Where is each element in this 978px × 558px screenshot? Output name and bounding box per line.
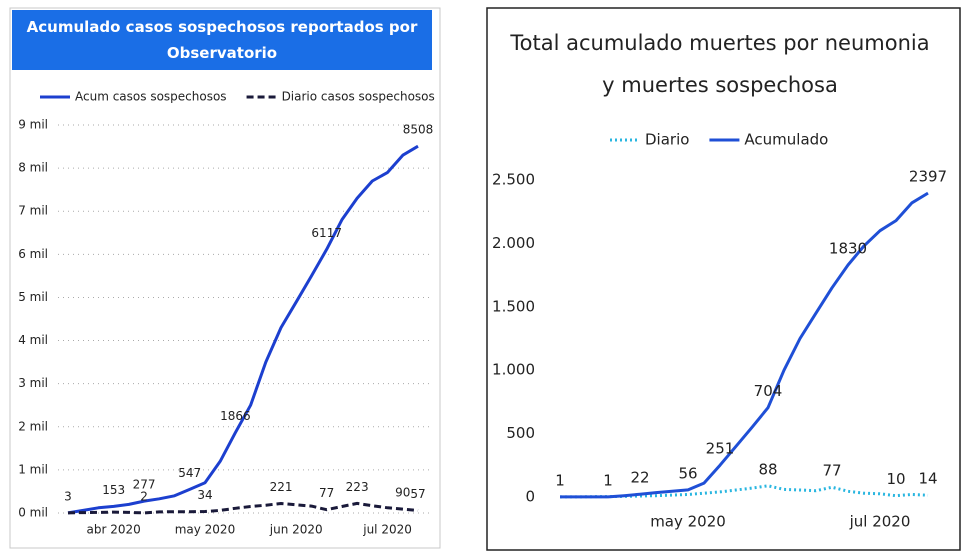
y-tick-label: 0 xyxy=(525,488,535,506)
series-line xyxy=(560,191,929,499)
x-tick-label: jul 2020 xyxy=(362,523,412,537)
data-label: 6117 xyxy=(311,226,342,240)
data-label: 14 xyxy=(918,470,937,488)
y-tick-label: 5 mil xyxy=(18,290,48,304)
data-label: 547 xyxy=(178,466,201,480)
data-label: 153 xyxy=(102,483,125,497)
data-label: 1830 xyxy=(829,239,867,257)
data-label: 22 xyxy=(630,469,649,487)
chart-title: Total acumulado muertes por neumonia y m… xyxy=(510,31,930,97)
y-tick-label: 8 mil xyxy=(18,161,48,175)
series-line xyxy=(67,501,419,515)
data-label: 8508 xyxy=(403,123,434,137)
x-tick-label: may 2020 xyxy=(175,523,236,537)
y-tick-label: 2 mil xyxy=(18,419,48,433)
data-label: 34 xyxy=(197,488,212,502)
legend-label: Acum casos sospechosos xyxy=(75,90,227,104)
data-label: 277 xyxy=(133,478,156,492)
panel-border xyxy=(486,7,961,551)
data-label: 10 xyxy=(886,470,905,488)
data-label: 223 xyxy=(346,480,369,494)
data-label: 2397 xyxy=(909,168,947,186)
data-label: 3 xyxy=(64,489,72,503)
data-label: 1 xyxy=(555,471,565,489)
panel-border xyxy=(9,7,441,549)
y-tick-label: 2.500 xyxy=(492,171,535,189)
legend-label: Diario casos sospechosos xyxy=(282,90,435,104)
y-tick-label: 500 xyxy=(506,424,535,442)
chart-title: Acumulado casos sospechosos reportados p… xyxy=(12,10,432,70)
data-label: 88 xyxy=(758,460,777,478)
legend-label: Diario xyxy=(645,131,689,149)
data-label: 56 xyxy=(678,464,697,482)
data-label: 1866 xyxy=(220,409,251,423)
y-tick-label: 2.000 xyxy=(492,234,535,252)
y-tick-label: 1.500 xyxy=(492,297,535,315)
y-tick-label: 1.000 xyxy=(492,361,535,379)
y-tick-label: 3 mil xyxy=(18,376,48,390)
data-label: 77 xyxy=(822,462,841,480)
data-label: 57 xyxy=(410,487,425,501)
x-tick-label: abr 2020 xyxy=(87,523,141,537)
y-tick-label: 6 mil xyxy=(18,247,48,261)
data-label: 704 xyxy=(754,382,783,400)
x-tick-label: jul 2020 xyxy=(849,513,911,531)
y-tick-label: 7 mil xyxy=(18,204,48,218)
series-line xyxy=(67,144,419,515)
legend-label: Acumulado xyxy=(744,131,828,149)
y-tick-label: 0 mil xyxy=(18,506,48,520)
y-tick-label: 4 mil xyxy=(18,333,48,347)
data-label: 251 xyxy=(706,440,735,458)
y-tick-label: 1 mil xyxy=(18,462,48,476)
data-label: 2 xyxy=(140,489,148,503)
data-label: 1 xyxy=(603,471,613,489)
y-tick-label: 9 mil xyxy=(18,118,48,132)
data-label: 77 xyxy=(319,486,334,500)
x-tick-label: jun 2020 xyxy=(269,523,323,537)
x-tick-label: may 2020 xyxy=(650,513,726,531)
data-label: 90 xyxy=(395,486,410,500)
data-label: 221 xyxy=(270,480,293,494)
